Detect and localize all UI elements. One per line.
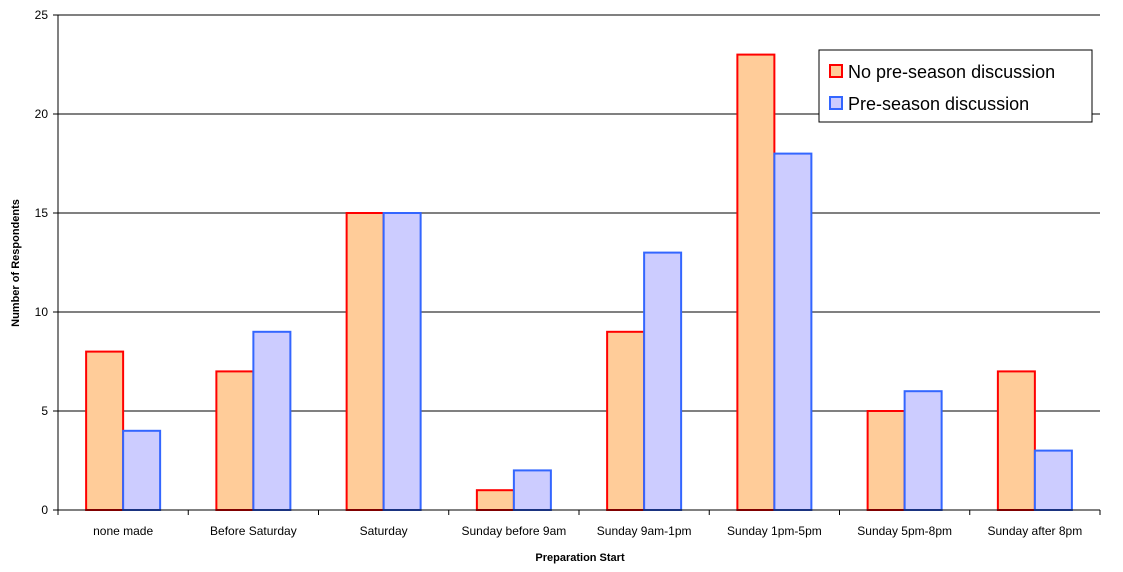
legend-label-pre-season: Pre-season discussion [848,94,1029,114]
x-tick-label: Before Saturday [210,524,297,538]
bar-pre-season [382,212,422,511]
bar-no-pre-season [85,350,125,511]
y-tick-label: 25 [35,8,49,22]
y-tick-label: 15 [35,206,49,220]
legend-box [818,49,1093,123]
bar-pre-season [1033,449,1073,512]
y-axis-title: Number of Respondents [10,199,22,327]
bar-no-pre-season [475,489,515,512]
x-tick-label: Sunday 5pm-8pm [857,524,952,538]
x-tick-label: none made [93,524,153,538]
bar-pre-season [643,251,683,511]
axes [53,14,1101,515]
bar-no-pre-season [606,330,646,511]
y-tick-label: 10 [35,305,49,319]
bar-no-pre-season [215,370,255,511]
x-tick-label: Sunday after 8pm [988,524,1083,538]
legend-swatch-no-pre-season [829,64,843,78]
y-tick-labels: 0 5 10 15 20 25 [35,8,49,517]
bar-pre-season [903,390,943,512]
legend-swatch-pre-season [829,96,843,110]
y-tick-label: 0 [41,503,48,517]
legend-label-no-pre-season: No pre-season discussion [848,62,1055,82]
x-tick-label: Sunday 9am-1pm [597,524,692,538]
bar-no-pre-season [996,370,1036,511]
x-tick-label: Saturday [360,524,408,538]
bars [85,53,1073,512]
bar-pre-season [122,429,162,511]
bar-no-pre-season [345,212,385,511]
x-axis-title: Preparation Start [535,552,625,564]
x-tick-label: Sunday before 9am [462,524,567,538]
x-tick-label: Sunday 1pm-5pm [727,524,822,538]
bar-no-pre-season [866,410,906,511]
bar-pre-season [512,469,552,511]
x-tick-labels: none made Before Saturday Saturday Sunday b… [93,524,1082,538]
bar-pre-season [773,152,813,511]
y-tick-label: 20 [35,107,49,121]
legend: No pre-season discussion Pre-season disc… [818,49,1093,123]
bar-no-pre-season [736,53,776,511]
y-tick-label: 5 [41,404,48,418]
bar-pre-season [252,330,292,511]
